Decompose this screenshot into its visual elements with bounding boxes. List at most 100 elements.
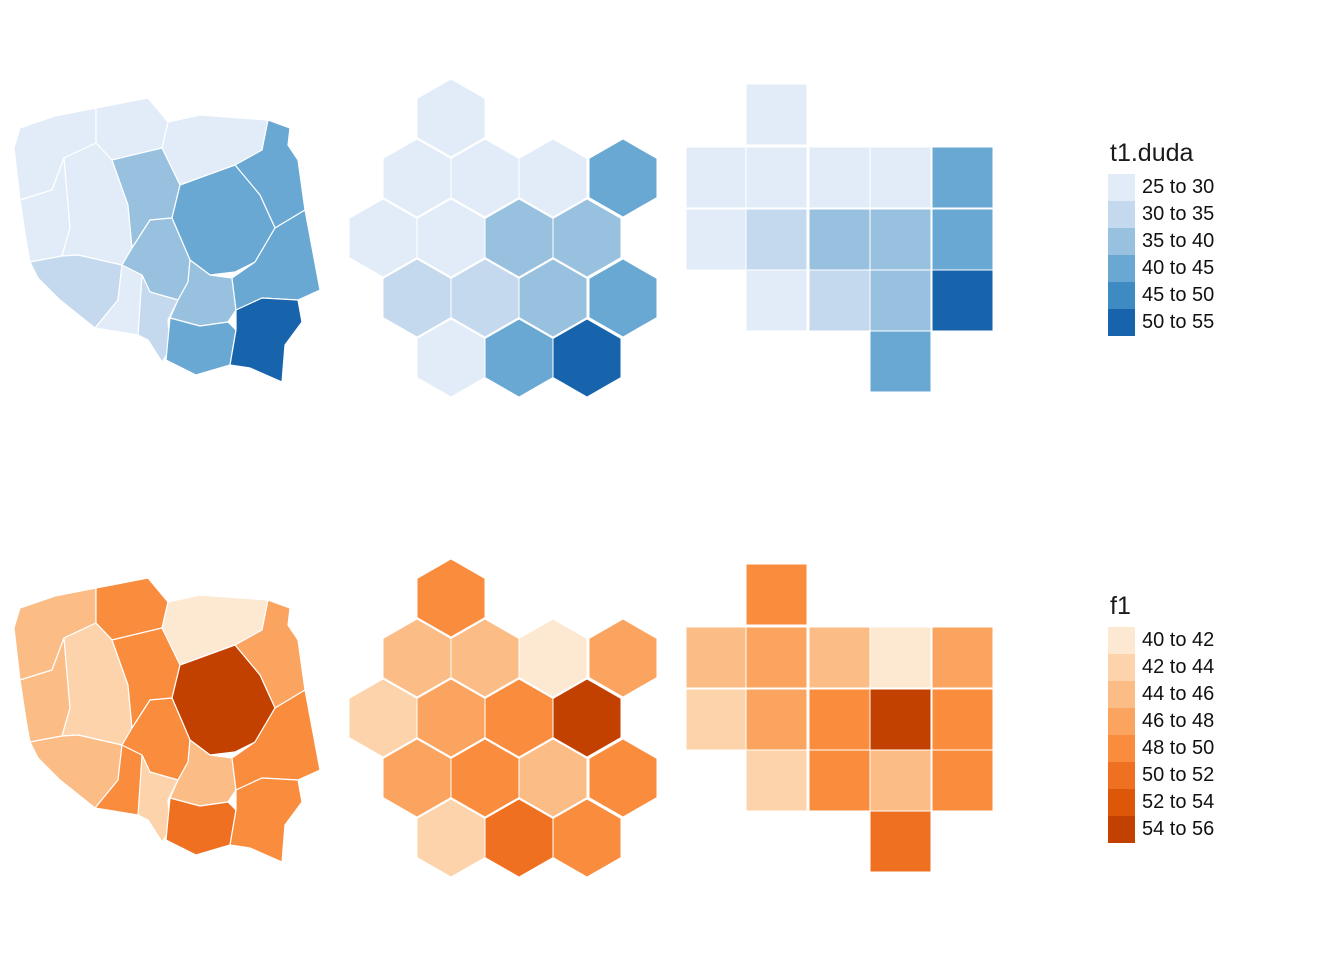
legend-item: 50 to 55 [1108,309,1214,336]
region [229,297,303,383]
grid-cell [869,269,932,332]
grid-cell [808,626,871,689]
legend-swatch [1108,309,1135,336]
hexbin-map [348,78,658,398]
grid-cell [685,146,748,209]
grid-cell [869,146,932,209]
legend-title: f1 [1110,592,1131,620]
legend-swatch [1108,708,1135,735]
legend-swatch [1108,654,1135,681]
grid-cell [808,269,871,332]
legend-label: 54 to 56 [1142,818,1215,840]
legend-swatch [1108,627,1135,654]
grid-cell [931,146,994,209]
legend-item: 25 to 30 [1108,174,1214,201]
legend-label: 44 to 46 [1142,683,1215,705]
choropleth-map [13,577,321,863]
grid-cell [808,688,871,751]
grid-cell [745,208,808,271]
panel-f1 [13,558,994,878]
hex-cell [588,138,658,218]
legend-item: 40 to 42 [1108,627,1214,654]
hex-cell [552,798,622,878]
grid-cell [745,146,808,209]
grid-cell [808,146,871,209]
grid-cell [685,688,748,751]
legend-t1-duda: t1.duda 25 to 30 30 to 35 35 to 40 40 to 45… [1108,138,1214,336]
hex-cell [518,258,588,338]
grid-cell [869,330,932,393]
legend-swatch [1108,228,1135,255]
grid-cell [931,626,994,689]
legend-item: 30 to 35 [1108,201,1214,228]
grid-cell [869,749,932,812]
region [229,777,303,863]
grid-cell [745,626,808,689]
legend-label: 48 to 50 [1142,737,1215,759]
grid-cell [931,688,994,751]
choropleth-map [13,97,321,383]
legend-swatch [1108,762,1135,789]
grid-cell [745,269,808,332]
legend-swatch [1108,681,1135,708]
legend-item: 40 to 45 [1108,255,1214,282]
legend-swatch [1108,255,1135,282]
legend-item: 48 to 50 [1108,735,1214,762]
grid-cell [685,626,748,689]
grid-cell [808,749,871,812]
legend-item: 50 to 52 [1108,762,1214,789]
legend-label: 46 to 48 [1142,710,1215,732]
legend-swatch [1108,282,1135,309]
grid-cell [808,208,871,271]
hexbin-map [348,558,658,878]
grid-cell [931,269,994,332]
legend-item: 42 to 44 [1108,654,1214,681]
grid-cell [745,563,808,626]
grid-cell [869,208,932,271]
legend-item: 46 to 48 [1108,708,1214,735]
hex-cell [588,738,658,818]
legend-label: 42 to 44 [1142,656,1215,678]
legend-swatch [1108,201,1135,228]
legend-label: 45 to 50 [1142,284,1215,306]
hex-cell [588,618,658,698]
legend-label: 25 to 30 [1142,176,1215,198]
hex-cell [518,738,588,818]
legend-item: 54 to 56 [1108,816,1214,843]
hex-cell [552,198,622,278]
grid-cell [745,83,808,146]
hex-cell [518,618,588,698]
grid-cell [869,810,932,873]
legend-swatch [1108,816,1135,843]
region [165,797,237,856]
legend-label: 30 to 35 [1142,203,1215,225]
grid-cell [869,688,932,751]
grid-cell [745,688,808,751]
hex-cell [552,678,622,758]
legend-label: 50 to 55 [1142,311,1215,333]
grid-cell [931,208,994,271]
grid-cell [931,749,994,812]
square-grid-map [685,83,994,393]
legend-item: 35 to 40 [1108,228,1214,255]
legend-swatch [1108,735,1135,762]
legend-label: 35 to 40 [1142,230,1215,252]
region [165,317,237,376]
square-grid-map [685,563,994,873]
grid-cell [869,626,932,689]
legend-title: t1.duda [1110,139,1194,167]
legend-swatch [1108,174,1135,201]
hex-cell [416,78,486,158]
legend-item: 44 to 46 [1108,681,1214,708]
hex-cell [518,138,588,218]
hex-cell [588,258,658,338]
legend-f1: f1 40 to 42 42 to 44 44 to 46 46 to 48 48 to… [1108,591,1214,843]
grid-cell [685,208,748,271]
legend-label: 50 to 52 [1142,764,1215,786]
panel-t1-duda [13,78,994,398]
legend-label: 40 to 42 [1142,629,1215,651]
legend-label: 52 to 54 [1142,791,1215,813]
legend-item: 52 to 54 [1108,789,1214,816]
